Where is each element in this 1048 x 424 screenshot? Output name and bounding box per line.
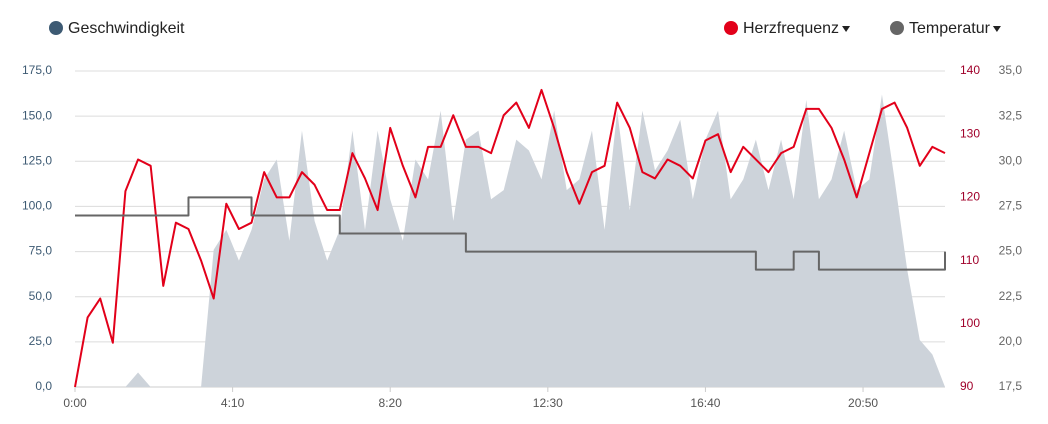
y3-tick-label: 27,5 [999, 199, 1023, 213]
y-tick-label: 50,0 [29, 289, 53, 303]
x-tick-label: 16:40 [690, 396, 720, 410]
legend-item[interactable]: Herzfrequenz [724, 20, 851, 37]
y2-tick-label: 90 [960, 379, 974, 393]
y2-tick-label: 120 [960, 190, 980, 204]
legend-dropdown-arrow [992, 26, 1001, 32]
y3-tick-label: 30,0 [999, 153, 1023, 167]
y3-tick-label: 22,5 [999, 289, 1023, 303]
x-tick-label: 12:30 [533, 396, 563, 410]
y-tick-label: 150,0 [22, 108, 52, 122]
legend-label: Temperatur [909, 20, 991, 37]
y-tick-label: 0,0 [35, 379, 52, 393]
y-tick-label: 25,0 [29, 334, 53, 348]
y3-tick-label: 25,0 [999, 244, 1023, 258]
y3-tick-label: 35,0 [999, 63, 1023, 77]
speed-area [75, 94, 945, 387]
y3-tick-label: 32,5 [999, 108, 1023, 122]
x-tick-label: 20:50 [848, 396, 878, 410]
y2-tick-label: 100 [960, 316, 980, 330]
legend-label: Geschwindigkeit [68, 20, 185, 37]
y2-tick-label: 110 [960, 253, 979, 267]
legend-marker [724, 21, 738, 35]
legend: Geschwindigkeit Herzfrequenz Temperatur [49, 20, 1001, 37]
legend-marker [49, 21, 63, 35]
y-tick-label: 75,0 [29, 244, 53, 258]
legend-dropdown-arrow [842, 26, 851, 32]
y2-tick-label: 130 [960, 126, 980, 140]
y3-tick-label: 20,0 [999, 334, 1023, 348]
x-tick-label: 4:10 [221, 396, 245, 410]
legend-label: Herzfrequenz [743, 20, 839, 37]
y-tick-label: 125,0 [22, 153, 52, 167]
y2-tick-label: 140 [960, 63, 980, 77]
x-tick-label: 0:00 [63, 396, 87, 410]
y-tick-label: 175,0 [22, 63, 52, 77]
x-tick-label: 8:20 [379, 396, 403, 410]
y-tick-label: 100,0 [22, 199, 52, 213]
legend-item[interactable]: Temperatur [890, 20, 1001, 37]
legend-marker [890, 21, 904, 35]
y3-tick-label: 17,5 [999, 379, 1023, 393]
plot-area: 0,0 25,0 50,0 75,0 100,0 125,0 150,0 175,0 90 100… [22, 63, 1022, 410]
series-line [75, 196, 946, 271]
legend-item[interactable]: Geschwindigkeit [49, 20, 185, 37]
series-line [74, 88, 946, 388]
